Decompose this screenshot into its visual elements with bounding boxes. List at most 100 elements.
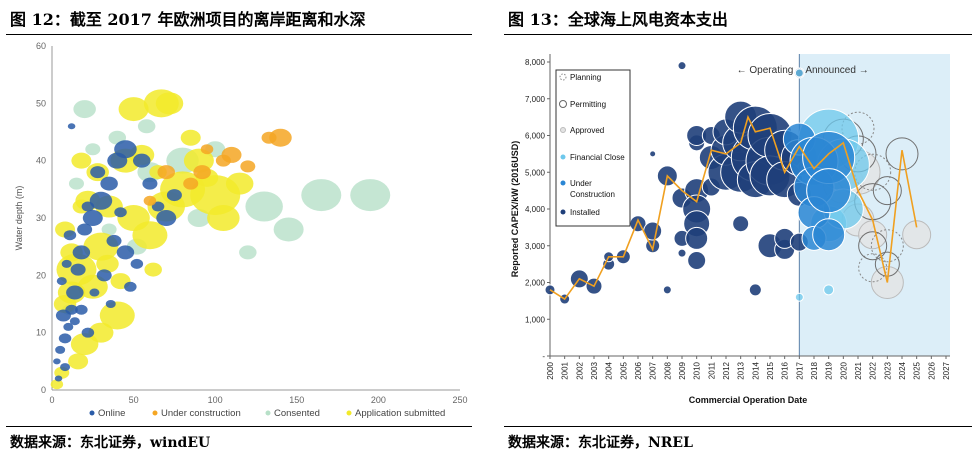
data-point bbox=[96, 269, 112, 282]
x-tick-label: 2026 bbox=[927, 361, 936, 379]
x-tick-label: 2002 bbox=[575, 361, 584, 379]
data-point bbox=[155, 92, 184, 115]
data-point bbox=[114, 140, 137, 159]
legend-label: Online bbox=[98, 408, 125, 419]
data-point bbox=[54, 375, 63, 382]
data-point bbox=[99, 301, 135, 330]
data-point bbox=[90, 166, 106, 179]
legend-marker bbox=[152, 410, 158, 416]
data-point bbox=[677, 248, 687, 258]
legend-marker bbox=[265, 410, 271, 416]
data-point bbox=[130, 258, 144, 269]
figure-12-source: 数据来源：东北证券，windEU bbox=[10, 435, 211, 451]
legend: Planning Permitting Approved Financial Clos… bbox=[555, 69, 631, 227]
data-point bbox=[183, 177, 199, 190]
data-point bbox=[166, 189, 182, 202]
y-tick-label: 6,000 bbox=[525, 132, 546, 141]
data-point bbox=[70, 333, 99, 356]
data-point bbox=[151, 201, 165, 212]
legend-marker bbox=[560, 209, 566, 215]
data-point bbox=[239, 245, 257, 260]
data-point bbox=[144, 262, 162, 277]
data-point bbox=[105, 300, 116, 308]
data-point bbox=[61, 259, 72, 268]
data-point bbox=[858, 231, 888, 261]
x-tick-label: 2022 bbox=[869, 361, 878, 379]
offshore-distance-depth-scatter: 0 10 20 30 40 50 60 0 50 100 150 200 250 Water depth … bbox=[14, 41, 468, 419]
figure-12-panel: 图 12：截至 2017 年欧洲项目的离岸距离和水深 0 10 20 30 40 50 60… bbox=[0, 0, 478, 461]
series-application-submitted bbox=[50, 89, 254, 390]
source-rule bbox=[504, 426, 972, 427]
y-tick-label: 50 bbox=[36, 98, 46, 108]
x-tick-label: 2006 bbox=[634, 361, 643, 379]
x-tick-label: 2011 bbox=[707, 361, 716, 379]
data-point bbox=[106, 234, 122, 247]
y-tick-label: 20 bbox=[36, 270, 46, 280]
data-point bbox=[301, 179, 342, 212]
data-point bbox=[68, 177, 84, 190]
x-tick-label: 2024 bbox=[898, 361, 907, 379]
legend-marker bbox=[560, 180, 566, 186]
x-tick-label: 2013 bbox=[737, 361, 746, 379]
y-tick-label: 60 bbox=[36, 41, 46, 51]
figure-13-title: 图 13：全球海上风电资本支出 bbox=[508, 10, 728, 29]
x-tick-label: 2001 bbox=[561, 361, 570, 379]
data-point bbox=[116, 245, 135, 260]
legend-label: Permitting bbox=[570, 100, 606, 109]
data-point bbox=[133, 153, 151, 168]
announced-annotation: Announced → bbox=[805, 65, 868, 76]
title-rule bbox=[6, 34, 472, 35]
y-tick-label: 0 bbox=[41, 385, 46, 395]
data-point bbox=[156, 210, 177, 226]
data-point bbox=[806, 168, 852, 214]
operating-annotation: ← Operating bbox=[737, 65, 794, 76]
data-point bbox=[72, 245, 91, 260]
legend-marker bbox=[89, 410, 95, 416]
data-point bbox=[118, 97, 149, 122]
x-tick-label: 250 bbox=[452, 395, 467, 405]
x-tick-label: 2004 bbox=[605, 361, 614, 379]
data-point bbox=[142, 177, 158, 190]
x-tick-label: 0 bbox=[49, 395, 54, 405]
y-tick-label: 8,000 bbox=[525, 58, 546, 67]
x-tick-label: 2025 bbox=[913, 361, 922, 379]
title-rule bbox=[504, 34, 972, 35]
data-point bbox=[240, 160, 256, 173]
legend-label: Application submitted bbox=[355, 408, 445, 419]
x-tick-label: 2020 bbox=[839, 361, 848, 379]
y-tick-label: 40 bbox=[36, 156, 46, 166]
data-point bbox=[63, 230, 77, 241]
x-tick-label: 2003 bbox=[590, 361, 599, 379]
data-point bbox=[89, 288, 100, 297]
y-axis-label: Reported CAPEX/kW (2016USD) bbox=[510, 141, 520, 278]
legend-marker bbox=[559, 73, 567, 81]
x-tick-label: 2023 bbox=[883, 361, 892, 379]
x-tick-label: 2012 bbox=[722, 361, 731, 379]
data-point bbox=[157, 165, 175, 180]
average-line bbox=[549, 114, 918, 301]
data-point bbox=[902, 220, 932, 250]
data-point bbox=[55, 345, 66, 354]
y-tick-label: 1,000 bbox=[525, 315, 546, 324]
data-point bbox=[794, 292, 804, 302]
legend-box bbox=[555, 69, 631, 227]
data-point bbox=[187, 209, 211, 227]
data-point bbox=[794, 68, 804, 78]
data-point bbox=[872, 176, 902, 206]
data-point bbox=[63, 322, 74, 331]
data-point bbox=[124, 281, 137, 292]
legend-marker bbox=[559, 100, 567, 108]
data-point bbox=[96, 254, 119, 273]
data-point bbox=[273, 217, 304, 242]
source-rule bbox=[6, 426, 472, 427]
x-tick-label: 2017 bbox=[795, 361, 804, 379]
y-tick-label: 30 bbox=[36, 213, 46, 223]
data-point bbox=[269, 128, 292, 147]
x-tick-label: 2007 bbox=[649, 361, 658, 379]
y-tick-label: 5,000 bbox=[525, 168, 546, 177]
legend-label: Approved bbox=[570, 126, 604, 135]
y-tick-label: 10 bbox=[36, 328, 46, 338]
figure-13-panel: 图 13：全球海上风电资本支出 ← Operating Announced → - 1… bbox=[498, 0, 978, 461]
x-tick-label: 2016 bbox=[781, 361, 790, 379]
offshore-capex-scatter: ← Operating Announced → - 1,000 2,000 3,000 4,… bbox=[510, 54, 951, 405]
